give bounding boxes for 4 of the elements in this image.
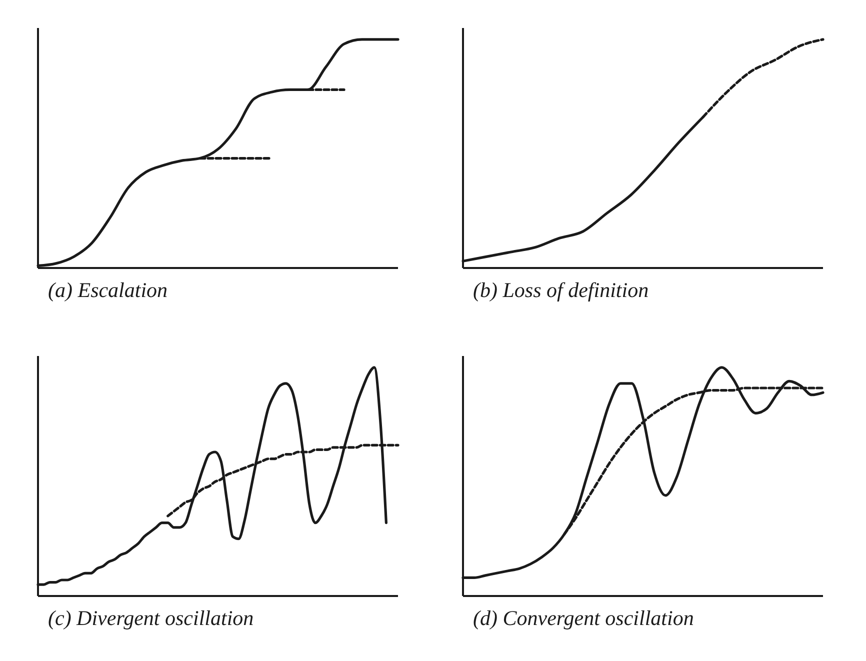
text: (a) Escalation (47, 278, 169, 303)
text: (b) Loss of definition (472, 278, 650, 303)
text: (c) Divergent oscillation (47, 606, 255, 631)
text: (d) Convergent oscillation (472, 606, 695, 631)
